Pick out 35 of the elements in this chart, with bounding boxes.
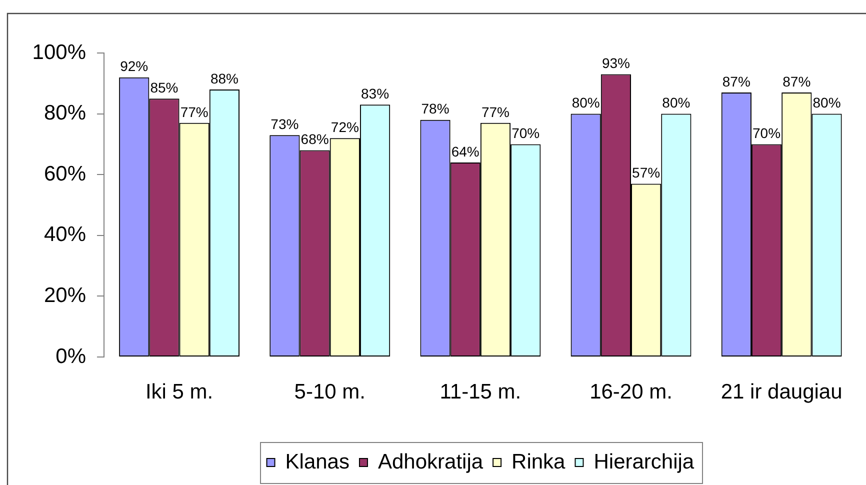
y-tick-label: 20% [44,284,86,307]
y-tick-label: 40% [44,223,86,246]
data-label: 57% [632,164,660,181]
data-label: 88% [210,70,238,86]
data-label: 77% [180,104,208,120]
data-label: 64% [451,143,480,160]
data-label: 87% [722,73,750,90]
y-tick-label: 100% [32,40,86,64]
x-tick-label: 5-10 m. [294,380,366,404]
data-label: 72% [330,118,359,135]
y-tick-label: 0% [56,344,86,368]
data-label: 80% [812,94,841,111]
x-tick-label: 11-15 m. [440,380,522,404]
x-tick-label: 16-20 m. [590,380,672,404]
legend-label: Klanas [285,450,350,474]
legend-label: Hierarchija [594,450,694,474]
y-tick-label: 60% [44,162,86,186]
data-label: 80% [572,94,600,111]
y-tick-label: 80% [44,102,86,125]
data-label: 93% [602,55,630,72]
data-label: 70% [512,125,540,142]
data-label: 70% [752,125,781,142]
legend-label: Rinka [512,450,566,474]
legend-label: Adhokratija [378,450,484,474]
data-label: 83% [361,86,390,102]
x-tick-label: Iki 5 m. [145,380,214,404]
data-label: 78% [421,100,450,117]
data-label: 77% [481,104,510,120]
x-tick-label: 21 ir daugiau [720,380,842,404]
data-label: 80% [662,94,690,111]
data-label: 87% [782,73,811,90]
data-label: 68% [300,131,329,148]
data-label: 92% [120,58,148,74]
data-label: 85% [150,79,178,96]
data-label: 73% [270,116,299,132]
